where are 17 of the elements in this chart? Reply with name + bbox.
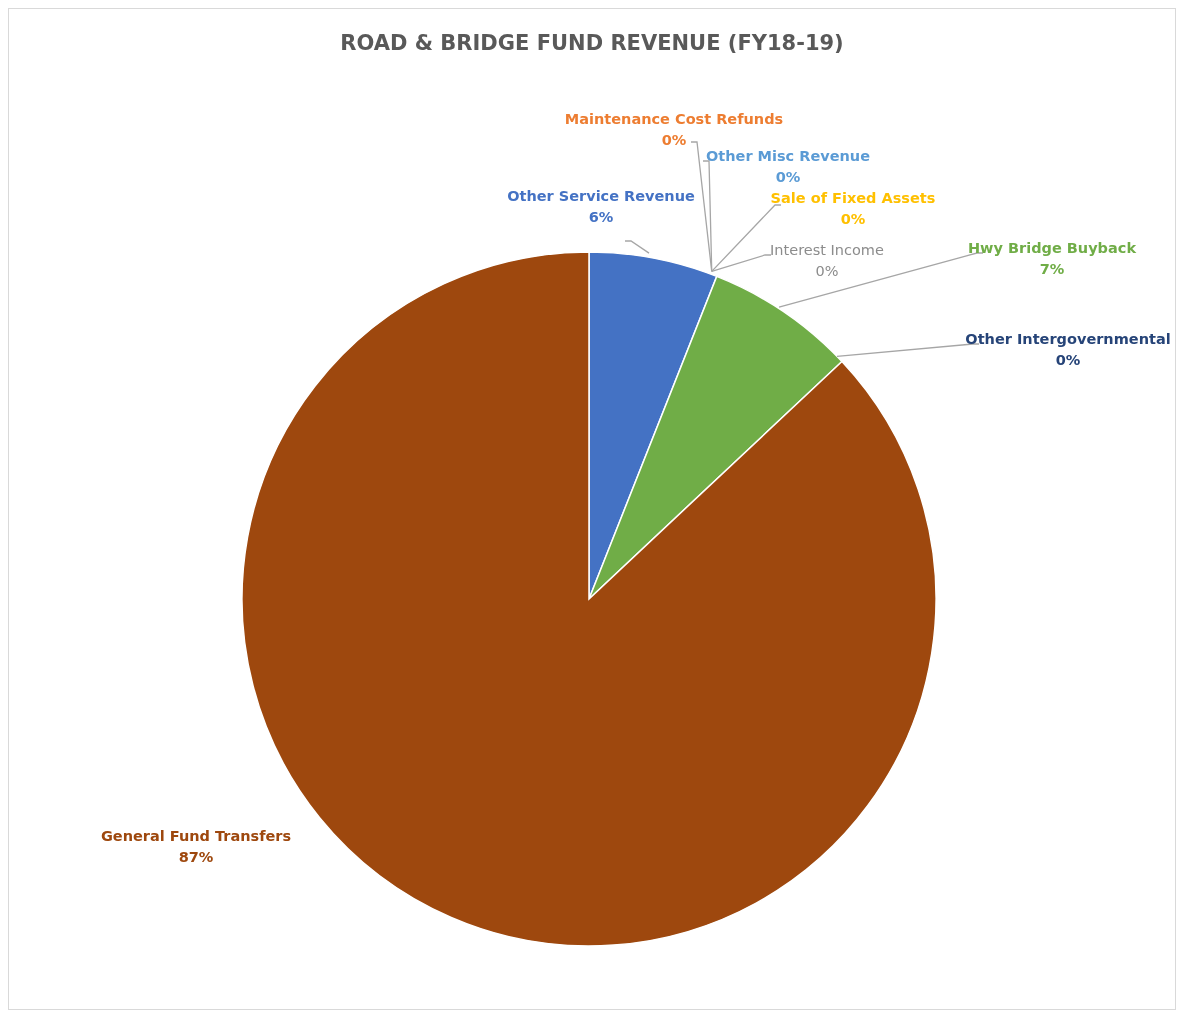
text: 0% [661, 132, 687, 148]
category-label: Other Intergovernmental [965, 331, 1171, 347]
data-label: 7% [1039, 261, 1065, 277]
data-label: 6% [588, 209, 614, 225]
category-label: Maintenance Cost Refunds [564, 111, 784, 127]
category-label: Interest Income [770, 242, 884, 258]
category-label: Other Misc Revenue [705, 148, 871, 164]
text: 0% [1055, 352, 1081, 368]
text: 0% [775, 169, 801, 185]
chart-title: ROAD & BRIDGE FUND REVENUE (FY18-19) [339, 31, 845, 55]
data-label: 87% [178, 849, 214, 865]
slice-label: Other Service Revenue [507, 188, 696, 204]
category-label: Sale of Fixed Assets [770, 190, 936, 206]
text: 0% [840, 211, 866, 227]
slice-label: Hwy Bridge Buyback [967, 240, 1137, 256]
text: 0% [815, 263, 839, 279]
slice-label: General Fund Transfers [100, 828, 292, 844]
